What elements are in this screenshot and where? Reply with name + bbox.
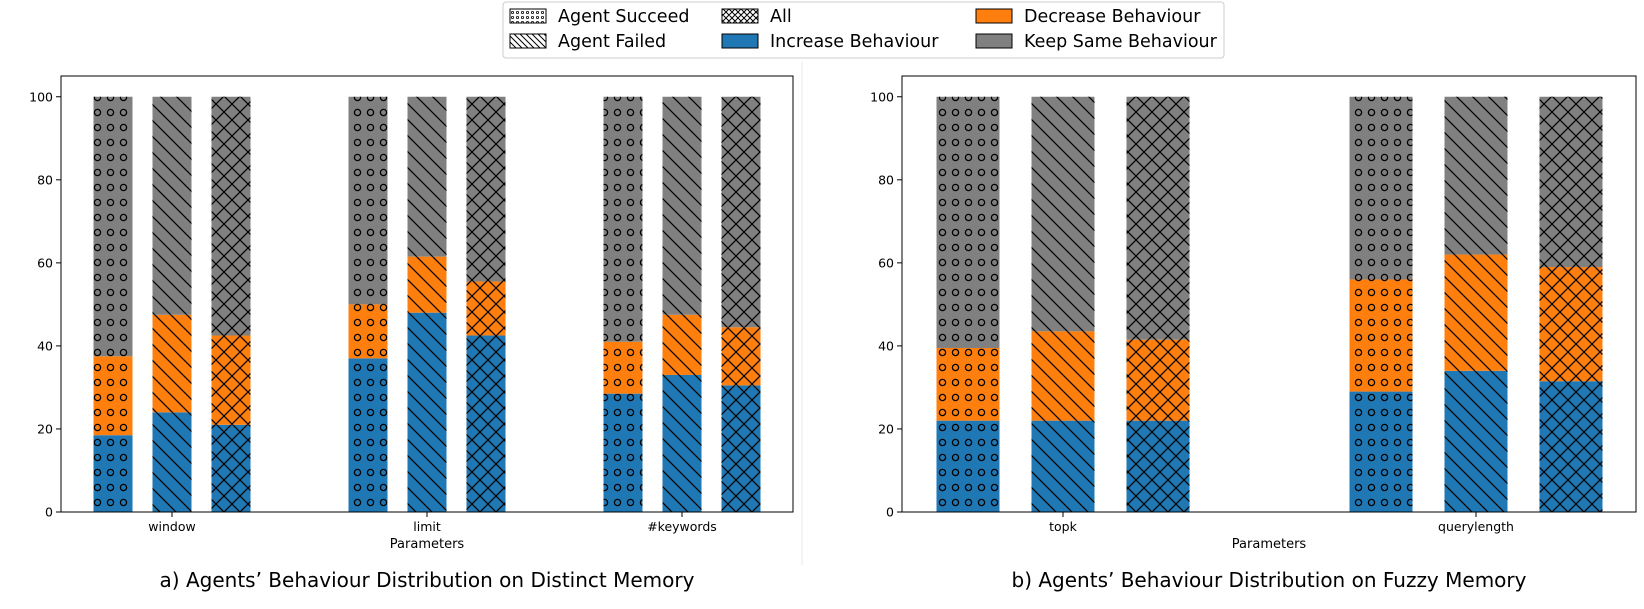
y-tick-label: 0	[886, 505, 894, 520]
bar-limit-agent-succeed-increase-behaviour-hatch	[348, 358, 388, 512]
legend-item-decrease-behaviour: Decrease Behaviour	[975, 7, 1201, 27]
bar-querylength-agent-failed-increase-behaviour-hatch	[1444, 370, 1508, 512]
y-tick-label: 100	[870, 89, 894, 104]
bar-limit-all-increase-behaviour-hatch	[466, 335, 506, 512]
bar-limit-all-keep-same-behaviour-hatch	[466, 96, 506, 282]
bars	[936, 96, 1603, 512]
bar-querylength-agent-succeed-increase-behaviour-hatch	[1349, 391, 1413, 512]
legend-label: Decrease Behaviour	[1024, 7, 1201, 27]
bar-window-agent-failed-decrease-behaviour-hatch	[152, 314, 192, 413]
legend-label: Increase Behaviour	[770, 32, 939, 52]
bar-window-all-keep-same-behaviour-hatch	[211, 96, 251, 336]
bar-window-all-decrease-behaviour-hatch	[211, 335, 251, 425]
bar-limit-all-decrease-behaviour-hatch	[466, 281, 506, 336]
bar-limit-agent-succeed-decrease-behaviour-hatch	[348, 304, 388, 359]
y-tick-label: 100	[29, 89, 53, 104]
legend-label: All	[770, 7, 792, 27]
bar-limit-agent-failed-decrease-behaviour-hatch	[407, 256, 447, 313]
legend-item-increase-behaviour: Increase Behaviour	[721, 32, 939, 52]
bar-keywords-agent-failed-decrease-behaviour-hatch	[662, 314, 702, 375]
bar-topk-agent-failed-increase-behaviour-hatch	[1031, 420, 1095, 512]
panel-distinct-memory: 0 20 40 60 80 100 window limit #keywords Parame…	[29, 75, 794, 592]
bar-keywords-all-increase-behaviour-hatch	[721, 385, 761, 512]
legend-item-keep-same-behaviour: Keep Same Behaviour	[975, 32, 1218, 52]
bar-querylength-all-keep-same-behaviour-hatch	[1539, 96, 1603, 268]
bar-keywords-all-keep-same-behaviour-hatch	[721, 96, 761, 328]
panel-caption: b) Agents’ Behaviour Distribution on Fuz…	[1012, 568, 1527, 592]
y-tick-label: 0	[45, 505, 53, 520]
y-tick-label: 80	[37, 172, 53, 187]
legend-swatch	[721, 33, 759, 49]
bar-keywords-agent-failed-increase-behaviour-hatch	[662, 374, 702, 512]
bar-querylength-agent-failed-decrease-behaviour-hatch	[1444, 254, 1508, 371]
y-tick-label: 20	[878, 421, 894, 436]
bar-limit-agent-failed-increase-behaviour-hatch	[407, 312, 447, 512]
x-tick-label-querylength: querylength	[1438, 519, 1514, 534]
legend-swatch-hatch	[509, 33, 547, 49]
bar-querylength-all-decrease-behaviour-hatch	[1539, 267, 1603, 382]
y-tick-label: 60	[37, 255, 53, 270]
legend-frame	[502, 1, 1225, 59]
bar-window-agent-succeed-increase-behaviour-hatch	[93, 435, 133, 512]
x-axis-label: Parameters	[390, 537, 465, 552]
legend-item-all: All	[721, 7, 792, 27]
x-tick-label-topk: topk	[1049, 519, 1077, 534]
legend-label: Agent Failed	[558, 32, 666, 52]
y-tick-label: 20	[37, 421, 53, 436]
bar-topk-agent-failed-keep-same-behaviour-hatch	[1031, 96, 1095, 332]
legend-swatch-hatch	[509, 8, 547, 24]
bar-topk-all-increase-behaviour-hatch	[1126, 420, 1190, 512]
bar-topk-agent-succeed-increase-behaviour-hatch	[936, 420, 1000, 512]
bar-window-agent-succeed-decrease-behaviour-hatch	[93, 356, 133, 436]
bar-keywords-agent-succeed-keep-same-behaviour-hatch	[603, 96, 643, 342]
bar-window-agent-failed-increase-behaviour-hatch	[152, 412, 192, 512]
x-tick-label-keywords: #keywords	[647, 519, 717, 534]
plot-frame	[901, 75, 1637, 513]
y-tick-label: 40	[37, 338, 53, 353]
bar-topk-agent-succeed-keep-same-behaviour-hatch	[936, 96, 1000, 348]
bar-window-agent-succeed-keep-same-behaviour-hatch	[93, 96, 133, 357]
legend: Agent Succeed Agent Failed All Increase Beh…	[502, 1, 1225, 59]
x-tick-label-limit: limit	[413, 519, 441, 534]
legend-swatch	[975, 33, 1013, 49]
bar-topk-all-decrease-behaviour-hatch	[1126, 339, 1190, 421]
x-tick-label-window: window	[148, 519, 195, 534]
bar-keywords-agent-succeed-decrease-behaviour-hatch	[603, 341, 643, 394]
legend-label: Keep Same Behaviour	[1024, 32, 1218, 52]
bar-topk-agent-failed-decrease-behaviour-hatch	[1031, 331, 1095, 421]
legend-item-agent-succeed: Agent Succeed	[509, 7, 689, 27]
bar-querylength-agent-succeed-decrease-behaviour-hatch	[1349, 279, 1413, 392]
bar-keywords-agent-succeed-increase-behaviour-hatch	[603, 393, 643, 512]
y-axis: 0 20 40 60 80 100	[870, 89, 902, 520]
legend-label: Agent Succeed	[558, 7, 689, 27]
bar-querylength-all-increase-behaviour-hatch	[1539, 381, 1603, 512]
bar-window-all-increase-behaviour-hatch	[211, 424, 251, 512]
bar-limit-agent-failed-keep-same-behaviour-hatch	[407, 96, 447, 257]
bars	[93, 96, 761, 512]
legend-swatch-hatch	[721, 8, 759, 24]
bar-querylength-agent-failed-keep-same-behaviour-hatch	[1444, 96, 1508, 255]
bar-topk-agent-succeed-decrease-behaviour-hatch	[936, 347, 1000, 421]
bar-keywords-agent-failed-keep-same-behaviour-hatch	[662, 96, 702, 315]
y-axis: 0 20 40 60 80 100	[29, 89, 61, 520]
legend-item-agent-failed: Agent Failed	[509, 32, 666, 52]
bar-querylength-agent-succeed-keep-same-behaviour-hatch	[1349, 96, 1413, 280]
x-axis: window limit #keywords	[148, 512, 717, 534]
bar-window-agent-failed-keep-same-behaviour-hatch	[152, 96, 192, 315]
y-tick-label: 40	[878, 338, 894, 353]
panel-caption: a) Agents’ Behaviour Distribution on Dis…	[160, 568, 695, 592]
x-axis-label: Parameters	[1232, 537, 1307, 552]
y-tick-label: 80	[878, 172, 894, 187]
bar-limit-agent-succeed-keep-same-behaviour-hatch	[348, 96, 388, 305]
plot-frame	[60, 75, 794, 513]
y-tick-label: 60	[878, 255, 894, 270]
legend-swatch	[975, 8, 1013, 24]
bar-keywords-all-decrease-behaviour-hatch	[721, 327, 761, 386]
bar-topk-all-keep-same-behaviour-hatch	[1126, 96, 1190, 340]
x-axis: topk querylength	[1049, 512, 1514, 534]
